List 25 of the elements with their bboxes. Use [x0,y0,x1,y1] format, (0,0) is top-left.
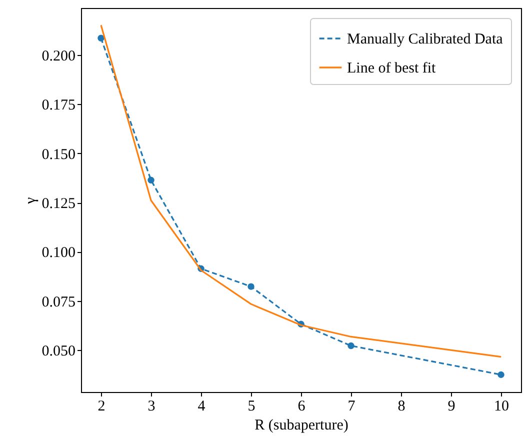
x-tick-label: 8 [398,398,406,414]
x-tick-label: 5 [248,398,256,414]
x-tick-label: 6 [298,398,306,414]
legend-label: Line of best fit [347,60,437,76]
y-tick-label: 0.100 [42,245,76,262]
y-tick-label: 0.175 [42,98,76,114]
y-axis-title: γ [22,196,39,205]
y-tick-label: 0.050 [42,344,76,360]
x-tick-label: 7 [348,398,356,414]
point [348,342,354,350]
point [148,176,154,184]
x-tick-label: 3 [148,398,156,414]
point [98,34,104,42]
x-tick-label: 2 [98,398,106,414]
point [248,283,254,290]
x-tick-label: 10 [494,398,509,414]
y-tick-label: 0.150 [42,146,76,163]
x-tick-label: 9 [448,398,456,414]
x-tick-label: 4 [198,398,206,414]
point [498,371,504,378]
x-axis-title: R (subaperture) [254,418,348,434]
y-tick-label: 0.125 [42,196,76,212]
y-tick-label: 0.075 [42,294,76,310]
legend-label: Manually Calibrated Data [347,32,504,48]
y-tick-label: 0.200 [42,48,76,65]
